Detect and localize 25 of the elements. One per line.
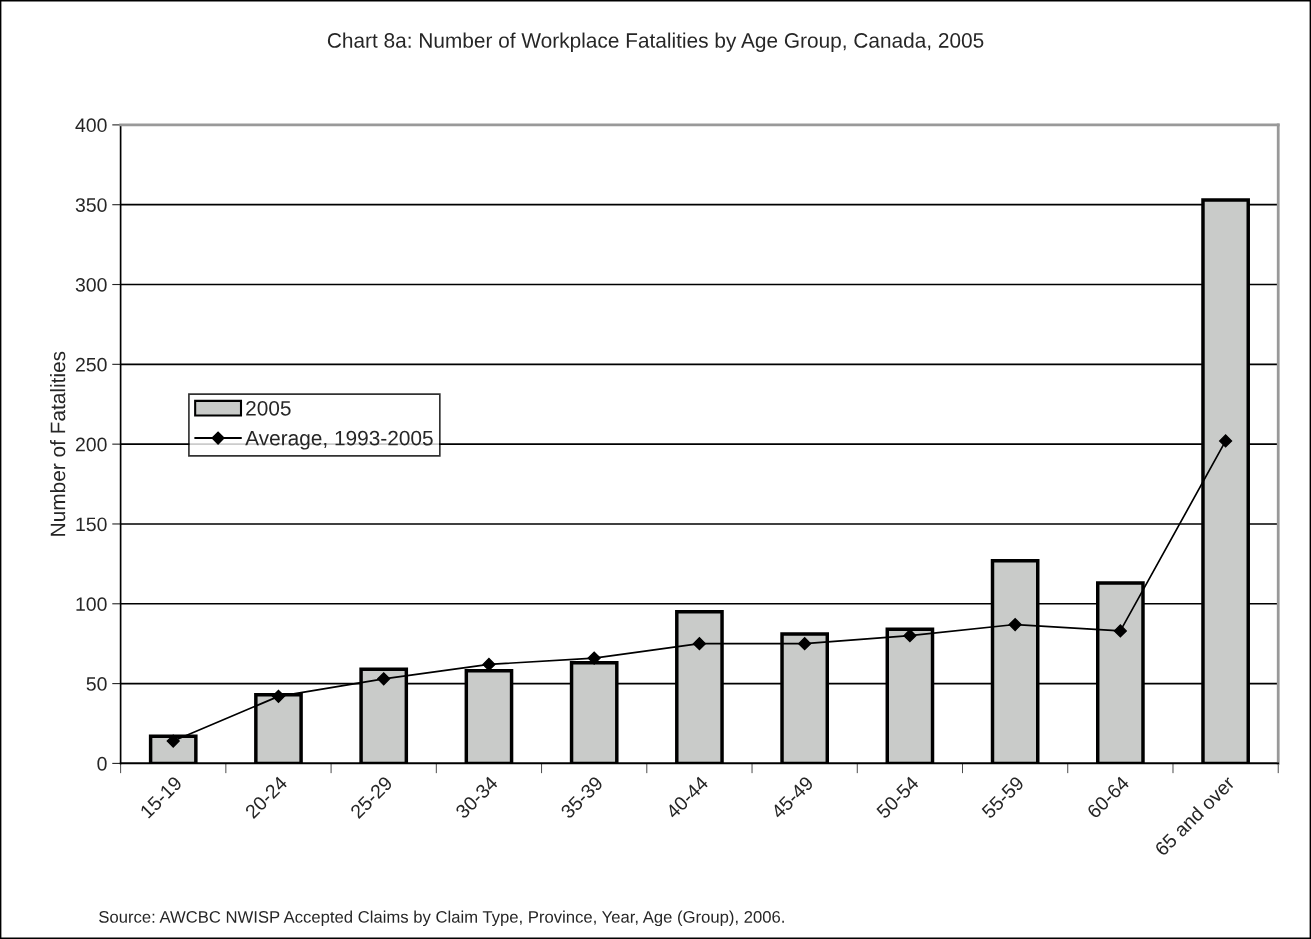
point	[377, 672, 391, 686]
y-tick-label: 400	[75, 118, 107, 133]
point	[903, 629, 917, 643]
chart-title: Chart 8a: Number of Workplace Fatalities by Age Group, Canada, 2005	[327, 32, 984, 52]
point	[1008, 617, 1022, 632]
legend-label: Average, 1993-2005	[245, 430, 433, 450]
y-tick-label: 300	[75, 277, 107, 292]
legend-label: 2005	[246, 400, 291, 416]
y-tick-label: 100	[76, 597, 107, 612]
point	[1113, 624, 1127, 638]
x-tick-label: 65 and over	[1153, 774, 1236, 857]
y-tick-label: 350	[75, 198, 107, 212]
y-tick-label: 50	[86, 677, 107, 691]
point	[587, 651, 601, 665]
y-axis-title: Number of Fatalities	[50, 351, 66, 536]
point	[271, 689, 286, 703]
source-note: Source: AWCBC NWISP Accepted Claims by Claim Type, Province, Year, Age (Group), 2006.	[99, 910, 784, 927]
y-tick-label: 0	[97, 756, 107, 771]
point	[166, 734, 180, 748]
y-tick-label: 250	[75, 357, 107, 372]
point	[798, 637, 812, 651]
point	[692, 637, 707, 651]
y-tick-label: 200	[75, 437, 107, 452]
y-tick-label: 150	[76, 517, 107, 532]
point	[1219, 434, 1233, 448]
